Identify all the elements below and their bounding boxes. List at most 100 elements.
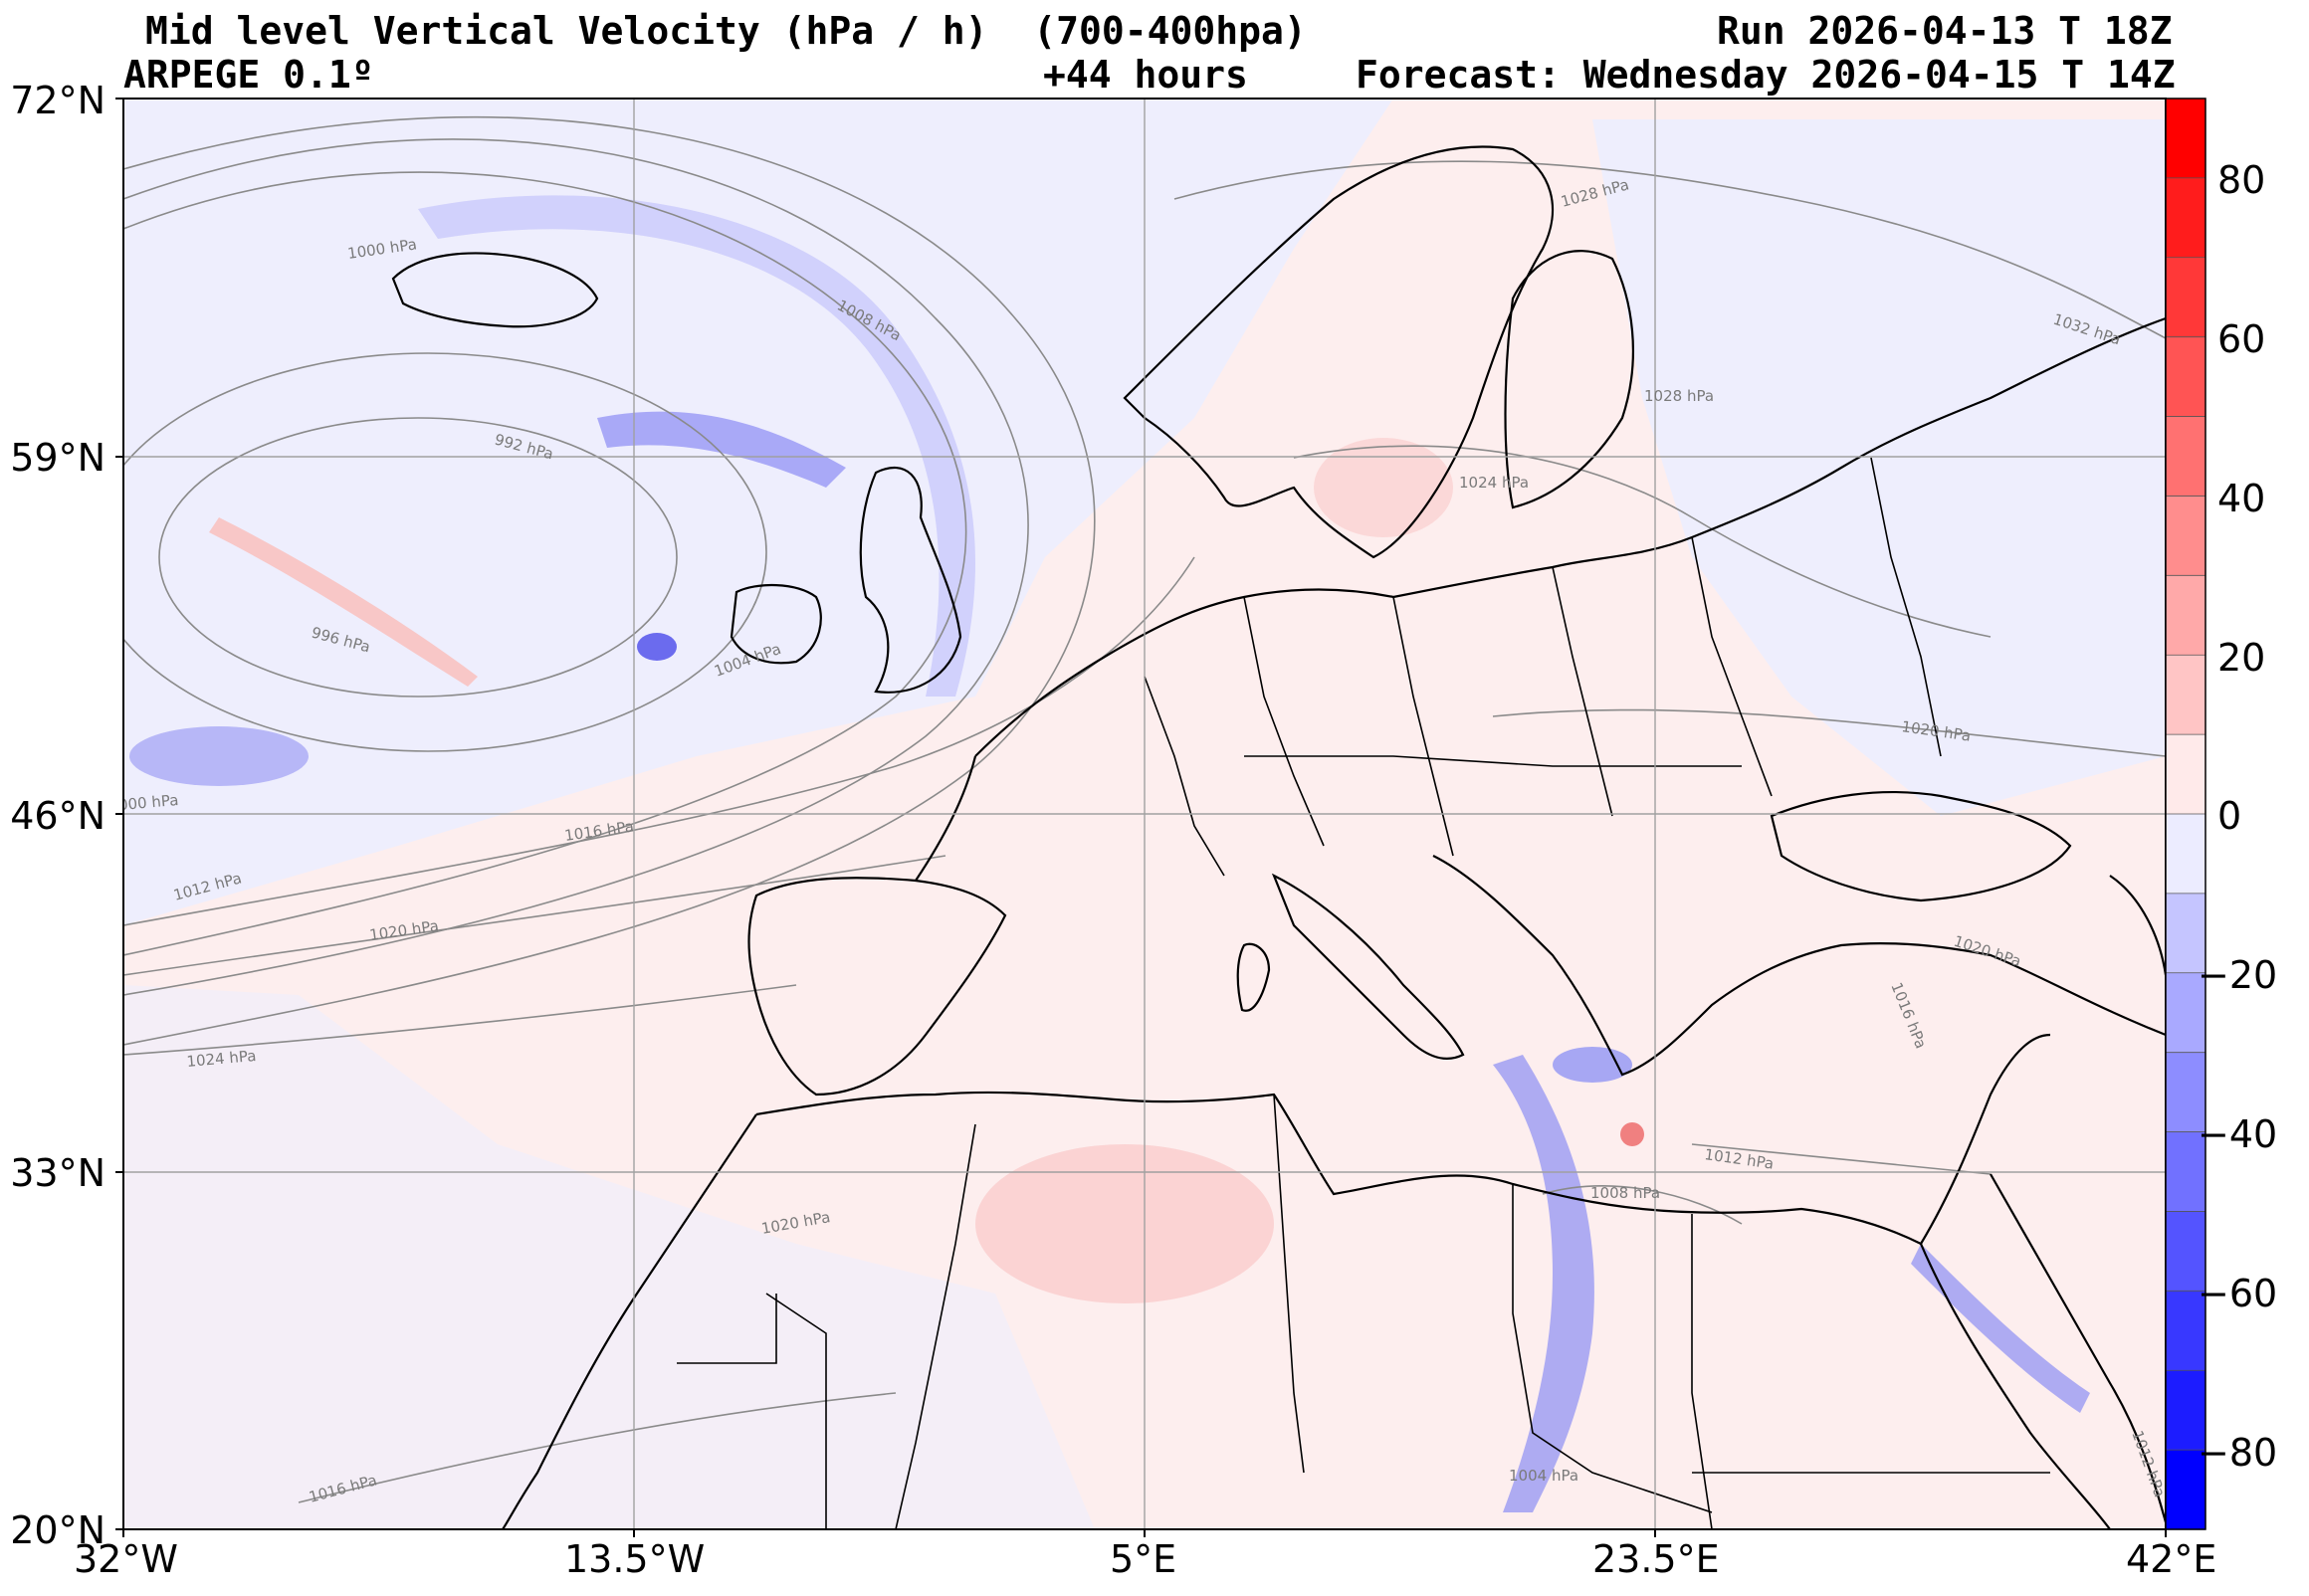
isobar-label: 1028 hPa	[1644, 387, 1714, 405]
isobar-1028	[1173, 160, 2166, 339]
blob-scandinavia	[1314, 438, 1453, 537]
coast-west-africa	[502, 1113, 757, 1529]
isobar-label: 1008 hPa	[1590, 1184, 1660, 1202]
border-africa-4	[1691, 1214, 1713, 1529]
lon-tick-label: 23.5°E	[1592, 1537, 1720, 1581]
isobars	[123, 115, 2166, 1503]
isobar-label: 1024 hPa	[1459, 474, 1529, 492]
coast-britain	[859, 467, 962, 694]
blob-sahara	[975, 1144, 1274, 1303]
run-time: Run 2026-04-13 T 18Z	[1717, 9, 2173, 53]
blob-deep-west	[637, 633, 677, 661]
colorbar-band	[2166, 734, 2205, 815]
coast-red-sea-w	[1919, 1243, 2111, 1529]
colorbar-tick-label: 20	[2217, 636, 2266, 680]
border-3	[1392, 596, 1454, 857]
coast-sardinia	[1236, 942, 1271, 1012]
colorbar-band	[2166, 814, 2205, 895]
colorbar-tick-label: −80	[2198, 1431, 2278, 1475]
colorbar-tick-label: −20	[2198, 953, 2278, 997]
model-label: ARPEGE 0.1º	[123, 53, 374, 97]
field-neg-region-west	[123, 99, 1393, 925]
coast-iberia	[747, 877, 1007, 1097]
coast-north-africa	[755, 1033, 2051, 1246]
coast-iceland	[391, 252, 599, 328]
coast-italy	[1271, 873, 1465, 1060]
colorbar-tick-label: −60	[2198, 1272, 2278, 1315]
isobar-1020-e	[1492, 708, 2166, 757]
colorbar-band	[2166, 496, 2205, 576]
colorbar-band	[2166, 99, 2205, 179]
border-4	[1552, 566, 1613, 817]
lat-tick-label: 72°N	[10, 79, 105, 122]
colorbar-tick-label: −40	[2198, 1112, 2278, 1156]
colorbar-tick-label: 0	[2217, 794, 2242, 838]
border-1	[1144, 676, 1225, 877]
chart-title: Mid level Vertical Velocity (hPa / h) (7…	[145, 9, 1307, 53]
band-red-streak	[209, 517, 478, 687]
border-2	[1243, 596, 1325, 847]
field-neg-region-sw	[123, 985, 1095, 1529]
coast-black-sea	[1770, 790, 2072, 902]
colorbar-band	[2166, 1052, 2205, 1133]
borders	[677, 457, 2050, 1529]
border-africa-2	[1273, 1094, 1305, 1474]
band-arabia-conv	[1911, 1244, 2090, 1413]
isobar-1020	[123, 855, 946, 976]
colorbar	[2166, 99, 2205, 1530]
colorbar-band	[2166, 972, 2205, 1054]
lon-tick-label: 32°W	[74, 1537, 178, 1581]
isobar-1016-s	[298, 1392, 897, 1503]
lon-tick-label: 5°E	[1110, 1537, 1177, 1581]
coast-caspian	[2109, 875, 2166, 976]
coastlines	[391, 145, 2166, 1529]
colorbar-band	[2166, 177, 2205, 259]
isobar-1024	[123, 984, 797, 1056]
isobar-1024-e	[1293, 445, 1992, 638]
border-africa-3	[1512, 1184, 1713, 1513]
border-7	[1870, 457, 1942, 757]
colorbar-band	[2166, 1211, 2205, 1292]
tick-marks	[115, 98, 2167, 1537]
border-africa-5	[765, 1293, 827, 1529]
colorbar-band	[2166, 575, 2205, 656]
colorbar-band	[2166, 1370, 2205, 1451]
cell-red-med	[1620, 1122, 1644, 1146]
border-africa-6	[677, 1294, 777, 1364]
coast-balkans	[1432, 855, 2166, 1077]
colorbar-frame	[2165, 98, 2206, 1530]
lat-tick-label: 20°N	[10, 1508, 105, 1552]
map-area: 1000 hPa 1008 hPa 992 hPa 996 hPa 1004 h…	[123, 99, 2166, 1529]
colorbar-tick-label: 60	[2217, 317, 2266, 361]
coast-red-sea-e	[1990, 1173, 2166, 1523]
colorbar-tick-label: 40	[2217, 477, 2266, 520]
lat-tick-label: 46°N	[10, 794, 105, 838]
coast-scandinavia	[1123, 145, 1555, 559]
isobar-1016	[123, 556, 1195, 926]
colorbar-band	[2166, 1450, 2205, 1530]
colorbar-band	[2166, 416, 2205, 498]
blob-west	[129, 726, 309, 786]
isobar-1004	[123, 138, 1029, 996]
border-5	[1691, 536, 1773, 797]
isobar-992	[158, 417, 678, 698]
border-africa-1	[895, 1123, 976, 1529]
gridlines	[123, 99, 2166, 1529]
colorbar-band	[2166, 1131, 2205, 1213]
coast-north-europe	[974, 316, 2166, 757]
coast-ireland	[730, 584, 822, 665]
isobar-1000	[123, 171, 967, 956]
colorbar-band	[2166, 257, 2205, 338]
isobar-996	[123, 352, 767, 752]
border-6	[1244, 755, 1742, 767]
band-libya-conv	[1493, 1055, 1594, 1512]
field-neg-region-east	[1592, 119, 2166, 816]
colorbar-band	[2166, 655, 2205, 735]
band-vv-inner	[597, 411, 846, 488]
colorbar-tick-label: 80	[2217, 158, 2266, 202]
isobar-1008	[123, 115, 1096, 1046]
lead-time: +44 hours	[1043, 53, 1248, 97]
lat-tick-label: 59°N	[10, 436, 105, 480]
lon-tick-label: 13.5°W	[564, 1537, 706, 1581]
